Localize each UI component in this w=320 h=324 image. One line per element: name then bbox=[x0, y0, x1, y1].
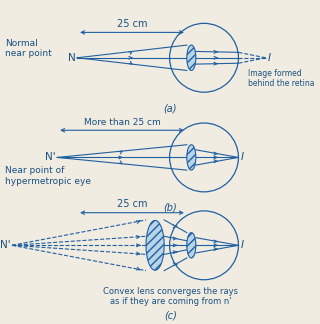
Text: N': N' bbox=[0, 240, 11, 250]
Text: More than 25 cm: More than 25 cm bbox=[84, 118, 160, 127]
Text: Image formed
behind the retina: Image formed behind the retina bbox=[247, 69, 314, 88]
Text: N': N' bbox=[45, 152, 55, 162]
Text: I: I bbox=[241, 152, 244, 162]
Ellipse shape bbox=[187, 145, 196, 170]
Text: (b): (b) bbox=[164, 203, 177, 213]
Text: 25 cm: 25 cm bbox=[117, 19, 147, 29]
Text: Normal
near point: Normal near point bbox=[5, 39, 52, 58]
Text: N: N bbox=[68, 53, 76, 63]
Ellipse shape bbox=[187, 233, 196, 258]
Text: (c): (c) bbox=[164, 310, 177, 320]
Ellipse shape bbox=[187, 45, 196, 70]
Text: Near point of
hypermetropic eye: Near point of hypermetropic eye bbox=[5, 167, 91, 186]
Ellipse shape bbox=[146, 220, 164, 270]
Text: Convex lens converges the rays
as if they are coming from n': Convex lens converges the rays as if the… bbox=[103, 287, 238, 307]
Text: I: I bbox=[241, 240, 244, 250]
Text: (a): (a) bbox=[164, 103, 177, 113]
Text: 25 cm: 25 cm bbox=[117, 199, 147, 209]
Text: I: I bbox=[268, 53, 270, 63]
